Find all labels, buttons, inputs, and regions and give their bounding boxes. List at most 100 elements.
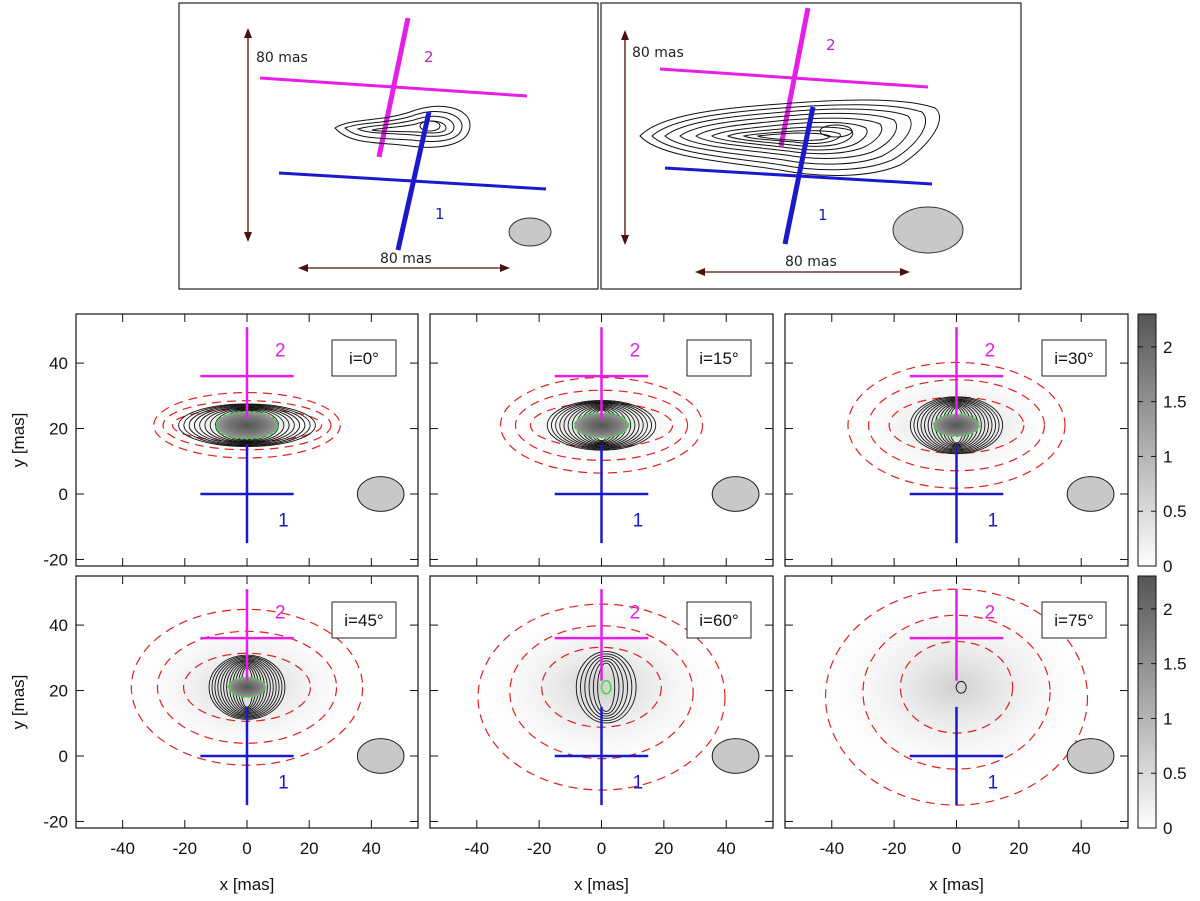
- y-tick-label: 20: [49, 420, 68, 439]
- panel-plot-area: [806, 582, 1115, 806]
- cross-2-label: 2: [985, 341, 996, 362]
- panel-0: 1 2 i=0° -20 0 20 40 y [mas]: [9, 313, 419, 569]
- x-axis-title: x [mas]: [220, 875, 275, 894]
- colorbar-tick-label: 0: [1163, 557, 1172, 576]
- cross-1-label: 1: [818, 206, 828, 224]
- scale-label-horizontal: 80 mas: [785, 254, 837, 270]
- inclination-label: i=30°: [1054, 349, 1093, 368]
- cross-1-label: 1: [435, 205, 445, 223]
- y-tick-label: 0: [59, 747, 68, 766]
- cross-2-label: 2: [826, 36, 836, 54]
- cross-2-vertical: [376, 17, 411, 158]
- beam-ellipse: [508, 217, 552, 247]
- y-tick-label: 40: [49, 616, 68, 635]
- colorbar-tick-label: 0.5: [1163, 502, 1187, 521]
- inclination-box: [331, 601, 397, 639]
- scale-label-horizontal: 80 mas: [380, 251, 432, 267]
- core-contour: [227, 676, 267, 698]
- y-tick-label: -20: [43, 812, 68, 831]
- beam-ellipse: [356, 738, 405, 774]
- core-fill: [933, 414, 980, 437]
- colorbar-1: 0 0.5 1 1.5 2: [1137, 313, 1187, 576]
- cross-1-vertical: [782, 106, 816, 245]
- x-tick-label: 40: [362, 839, 381, 858]
- y-tick-label: 0: [59, 485, 68, 504]
- x-tick-label: 0: [242, 839, 251, 858]
- cross-2-label: 2: [275, 341, 286, 362]
- inclination-label: i=60°: [699, 611, 738, 630]
- intensity-contour: [955, 680, 967, 694]
- colorbar-gradient: [1137, 313, 1157, 567]
- y-tick-label: 40: [49, 354, 68, 373]
- inclination-label: i=15°: [699, 349, 738, 368]
- beam-ellipse: [1066, 738, 1115, 774]
- cross-1-label: 1: [988, 511, 999, 532]
- y-axis-title: y [mas]: [9, 675, 28, 730]
- y-tick-label: 20: [49, 682, 68, 701]
- panel-30: 1 2 i=30°: [784, 313, 1129, 567]
- intensity-contour: [588, 658, 624, 717]
- x-tick-label: 20: [1009, 839, 1028, 858]
- x-tick-label: -40: [819, 839, 844, 858]
- panel-plot-area: [122, 589, 405, 806]
- colorbar-tick-label: 1.5: [1163, 393, 1187, 412]
- x-axis-title: x [mas]: [929, 875, 984, 894]
- colorbars: 0 0.5 1 1.5 2 0 0.5 1 1.5 2: [1137, 313, 1187, 838]
- inclination-box: [1041, 339, 1107, 377]
- intensity-contour: [592, 660, 620, 715]
- inclination-box: [686, 339, 752, 377]
- panel-plot-area: [464, 589, 760, 806]
- intensity-contour: [575, 651, 637, 724]
- colorbar-tick-label: 2: [1163, 600, 1172, 619]
- beam-ellipse: [711, 738, 760, 774]
- colorbar-gradient: [1137, 575, 1157, 829]
- panel-plot-area: [153, 327, 405, 544]
- inset-right: 80 mas 80 mas 2 1: [600, 2, 1022, 290]
- dashed-contour: [514, 389, 689, 461]
- panel-60: 1 2 i=60° -40 -20 0 20 40 x [mas]: [429, 575, 774, 894]
- core-fill: [228, 677, 266, 698]
- inset-left: 80 mas 80 mas 2 1: [178, 2, 599, 290]
- inset-left-contours: [334, 105, 471, 148]
- x-tick-label: -40: [464, 839, 489, 858]
- cross-1-label: 1: [633, 511, 644, 532]
- cross-2-vertical: [778, 7, 811, 147]
- cross-1-label: 1: [278, 773, 289, 794]
- panel-15: 1 2 i=15°: [429, 313, 774, 567]
- cross-2-label: 2: [630, 341, 641, 362]
- beam-ellipse: [1066, 476, 1115, 512]
- colorbar-tick-label: 1.5: [1163, 655, 1187, 674]
- cross-2-label: 2: [630, 603, 641, 624]
- inclination-label: i=75°: [1054, 611, 1093, 630]
- cross-1-label: 1: [988, 773, 999, 794]
- colorbar-2: 0 0.5 1 1.5 2: [1137, 575, 1187, 838]
- x-tick-label: -20: [527, 839, 552, 858]
- inclination-box: [1041, 601, 1107, 639]
- cross-1-label: 1: [278, 511, 289, 532]
- inclination-box: [331, 339, 397, 377]
- x-tick-label: 0: [597, 839, 606, 858]
- inset-right-contours: [639, 99, 941, 176]
- intensity-contour: [597, 662, 616, 712]
- panel-plot-area: [499, 327, 760, 544]
- beam-ellipse: [892, 206, 964, 254]
- colorbar-tick-label: 0: [1163, 819, 1172, 838]
- colorbar-tick-label: 1: [1163, 447, 1172, 466]
- cross-1-vertical: [395, 111, 432, 251]
- beam-ellipse: [356, 476, 405, 512]
- inclination-box: [686, 601, 752, 639]
- core-contour: [600, 680, 612, 695]
- panel-45: 1 2 i=45° -40 -20 0 20 40 -20 0 20 40 x [mas] y [mas]: [9, 575, 419, 894]
- x-tick-label: -20: [173, 839, 198, 858]
- x-tick-label: 0: [952, 839, 961, 858]
- y-tick-label: -20: [43, 550, 68, 569]
- cross-2-label: 2: [424, 48, 434, 66]
- scale-label-vertical: 80 mas: [632, 45, 684, 61]
- inclination-label: i=45°: [344, 611, 383, 630]
- cross-1-label: 1: [633, 773, 644, 794]
- x-tick-label: -40: [110, 839, 135, 858]
- y-axis-title: y [mas]: [9, 413, 28, 468]
- cross-2-label: 2: [985, 603, 996, 624]
- x-axis-title: x [mas]: [574, 875, 629, 894]
